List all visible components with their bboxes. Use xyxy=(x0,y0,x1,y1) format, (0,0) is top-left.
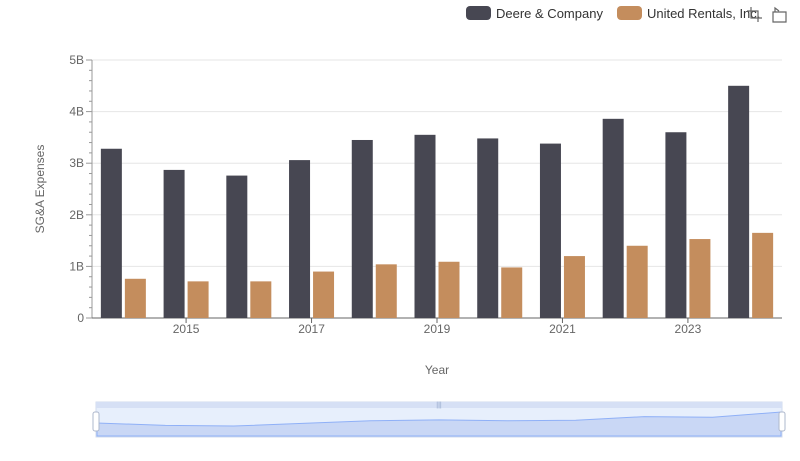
bar-united-rentals xyxy=(250,281,272,318)
bar-deere xyxy=(728,85,750,318)
y-tick-label: 0 xyxy=(77,311,84,325)
zoom-select-icon[interactable] xyxy=(746,6,763,23)
y-tick-label: 1B xyxy=(69,259,84,273)
zoom-preview-area xyxy=(96,411,782,437)
y-tick-label: 5B xyxy=(69,53,84,67)
bar-united-rentals xyxy=(689,239,711,318)
x-axis-title: Year xyxy=(425,363,449,377)
zoom-grip-icon[interactable]: ||| xyxy=(436,402,442,409)
legend-item-deere[interactable]: Deere & Company xyxy=(466,6,603,21)
bar-united-rentals xyxy=(752,232,774,318)
x-tick-label: 2023 xyxy=(675,322,702,336)
bar-deere xyxy=(665,132,687,318)
bar-united-rentals xyxy=(187,281,209,318)
zoom-right-handle[interactable] xyxy=(778,411,786,432)
bar-deere xyxy=(477,138,499,318)
x-tick-label: 2021 xyxy=(549,322,576,336)
x-tick-label: 2019 xyxy=(424,322,451,336)
bar-united-rentals xyxy=(563,256,585,318)
bar-united-rentals xyxy=(375,264,397,318)
legend-item-united-rentals[interactable]: United Rentals, Inc. xyxy=(616,5,761,21)
x-tick-label: 2017 xyxy=(298,322,325,336)
bar-deere xyxy=(539,143,561,318)
bar-united-rentals xyxy=(313,271,335,318)
x-tick-label: 2015 xyxy=(173,322,200,336)
chart-legend: Deere & Company United Rentals, Inc. xyxy=(466,4,774,22)
y-axis-title: SG&A Expenses xyxy=(33,145,47,234)
bar-deere xyxy=(163,169,185,318)
legend-label-deere: Deere & Company xyxy=(496,5,603,21)
bar-deere xyxy=(100,148,122,318)
y-tick-label: 4B xyxy=(69,105,84,119)
legend-label-united-rentals: United Rentals, Inc. xyxy=(646,5,761,21)
bar-deere xyxy=(289,160,311,318)
bar-united-rentals xyxy=(124,278,146,318)
legend-swatch-deere xyxy=(466,6,491,20)
bar-united-rentals xyxy=(626,245,648,318)
chart-toolbox xyxy=(746,6,788,23)
bar-deere xyxy=(414,134,436,318)
y-tick-label: 2B xyxy=(69,208,84,222)
zoom-reset-icon[interactable] xyxy=(771,6,788,23)
zoom-handle-bar[interactable] xyxy=(96,402,782,408)
bar-deere xyxy=(226,175,248,318)
bar-united-rentals xyxy=(438,261,460,318)
bar-united-rentals xyxy=(501,267,523,318)
bar-deere xyxy=(602,118,624,318)
zoom-left-handle[interactable] xyxy=(92,411,100,432)
y-tick-label: 3B xyxy=(69,156,84,170)
legend-swatch-united-rentals xyxy=(616,6,642,20)
bar-chart: 0 1B 2B 3B 4B 5B 2015 2017 2019 2021 2023 Year SG&A … xyxy=(33,53,782,377)
bar-deere xyxy=(351,139,373,318)
